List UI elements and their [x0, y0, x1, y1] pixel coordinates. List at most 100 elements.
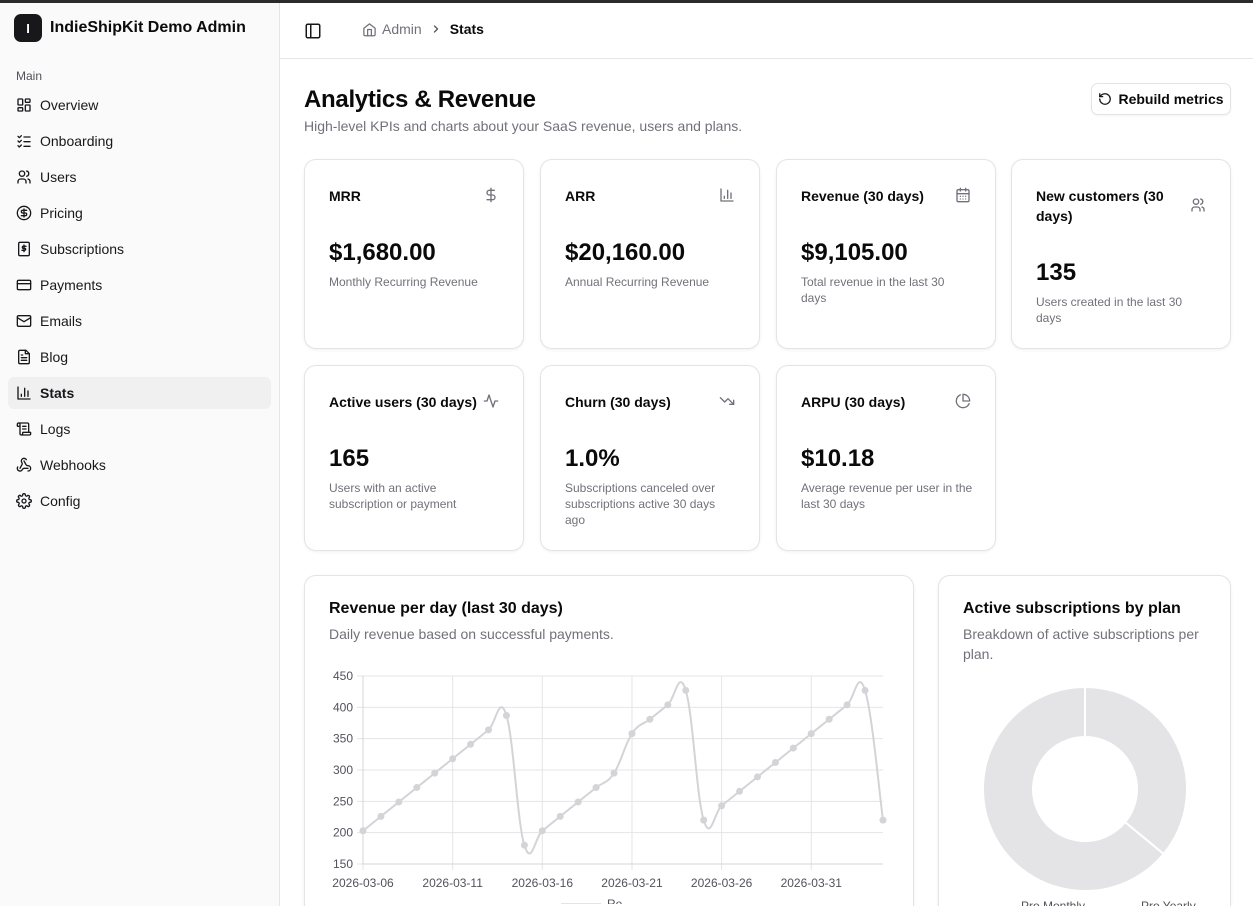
users-icon [17, 170, 31, 184]
revenue-data-point [771, 758, 779, 766]
kpi-value: $9,105.00 [801, 239, 908, 266]
sidebar-item-stats[interactable]: Stats [8, 377, 271, 409]
revenue-data-point [682, 686, 690, 694]
bar-chart-icon [17, 386, 31, 400]
sidebar-item-blog[interactable]: Blog [8, 341, 271, 373]
legend-label: Re [607, 897, 623, 904]
kpi-value: 165 [329, 445, 370, 472]
sidebar-section-label: Main [16, 69, 43, 83]
y-tick-label: 200 [333, 826, 353, 840]
window-top-border [0, 0, 1253, 3]
kpi-title: Revenue (30 days) [801, 188, 924, 204]
kpi-value: $1,680.00 [329, 239, 436, 266]
kpi-card-arpu: ARPU (30 days) $10.18 Average revenue pe… [776, 365, 996, 551]
sidebar-item-logs[interactable]: Logs [8, 413, 271, 445]
plans-chart-title: Active subscriptions by plan [963, 600, 1181, 617]
plans-donut-chart: Pro Monthly Pro Yearly [982, 685, 1196, 906]
sidebar-item-label: Onboarding [40, 133, 114, 149]
x-tick-label: 2026-03-16 [512, 876, 574, 890]
gear-icon [16, 493, 32, 509]
revenue-data-point [664, 701, 672, 709]
plans-chart-subtitle: Breakdown of active subscriptions per pl… [963, 626, 1199, 662]
kpi-card-revenue-30d: Revenue (30 days) $9,105.00 Total revenu… [776, 159, 996, 349]
kpi-card-new-customers: New customers (30 days) 135 Users create… [1011, 159, 1231, 349]
sidebar-item-label: Webhooks [40, 457, 106, 473]
sidebar-item-payments[interactable]: Payments [8, 269, 271, 301]
webhook-icon [16, 457, 32, 472]
kpi-value: $10.18 [801, 445, 875, 472]
sidebar-item-subscriptions[interactable]: Subscriptions [8, 233, 271, 265]
sidebar-item-webhooks[interactable]: Webhooks [8, 449, 271, 481]
x-tick-label: 2026-03-21 [601, 876, 663, 890]
sidebar-item-label: Overview [40, 97, 99, 113]
sidebar-item-label: Subscriptions [40, 241, 125, 257]
kpi-description: Subscriptions canceled over subscription… [565, 481, 716, 527]
legend-swatch [561, 903, 601, 904]
sidebar-item-label: Users [40, 169, 77, 185]
sidebar-item-label: Config [40, 493, 81, 509]
kpi-title: Active users (30 days) [329, 394, 477, 410]
revenue-data-point [413, 784, 421, 792]
sidebar-item-onboarding[interactable]: Onboarding [8, 125, 271, 157]
revenue-data-point [646, 715, 654, 723]
layout-dashboard-icon [17, 98, 31, 112]
revenue-data-point [736, 787, 744, 795]
sidebar-item-config[interactable]: Config [8, 485, 271, 517]
trending-down-icon [719, 397, 735, 405]
kpi-title: Churn (30 days) [565, 394, 671, 410]
kpi-card-arr: ARR $20,160.00 Annual Recurring Revenue [540, 159, 760, 349]
sidebar-item-users[interactable]: Users [8, 161, 271, 193]
revenue-data-point [753, 773, 761, 781]
donut-slice [1084, 685, 1188, 856]
kpi-description: Users with an active subscription or pay… [329, 481, 457, 511]
kpi-card-mrr: MRR $1,680.00 Monthly Recurring Revenue [304, 159, 524, 349]
sidebar-item-emails[interactable]: Emails [8, 305, 271, 337]
sidebar-item-pricing[interactable]: Pricing [8, 197, 271, 229]
revenue-chart-title: Revenue per day (last 30 days) [329, 600, 563, 617]
breadcrumb-admin-link[interactable]: Admin [382, 21, 422, 37]
revenue-data-point [485, 726, 493, 734]
legend-label: Pro Yearly [1141, 899, 1196, 906]
kpi-value: 135 [1036, 259, 1077, 286]
revenue-data-point [502, 711, 510, 719]
x-tick-label: 2026-03-26 [691, 876, 753, 890]
revenue-data-point [879, 816, 887, 824]
credit-card-icon [16, 279, 32, 291]
brand[interactable]: I IndieShipKit Demo Admin [14, 13, 246, 43]
x-tick-label: 2026-03-06 [332, 876, 394, 890]
revenue-data-point [592, 784, 600, 792]
x-tick-label: 2026-03-31 [781, 876, 843, 890]
breadcrumb-current: Stats [449, 21, 484, 37]
kpi-title: MRR [329, 188, 361, 204]
revenue-data-point [843, 701, 851, 709]
kpi-value: 1.0% [565, 445, 620, 472]
home-icon[interactable] [362, 22, 377, 37]
receipt-icon [18, 241, 30, 257]
breadcrumb: Admin Stats [362, 21, 484, 37]
dollar-icon [486, 187, 496, 203]
sidebar-item-label: Stats [40, 385, 75, 401]
rebuild-metrics-label: Rebuild metrics [1118, 91, 1224, 107]
sidebar-item-overview[interactable]: Overview [8, 89, 271, 121]
calendar-icon [956, 187, 970, 203]
revenue-data-point [610, 769, 618, 777]
sidebar-toggle-icon[interactable] [304, 22, 322, 40]
rebuild-metrics-button[interactable]: Rebuild metrics [1091, 83, 1231, 115]
revenue-chart-subtitle: Daily revenue based on successful paymen… [329, 626, 614, 642]
y-tick-label: 300 [333, 763, 353, 777]
bar-chart-icon [720, 188, 734, 202]
revenue-data-point [556, 812, 564, 820]
users-icon [1191, 198, 1205, 212]
sidebar-item-label: Emails [40, 313, 83, 329]
kpi-card-active-users: Active users (30 days) 165 Users with an… [304, 365, 524, 551]
sidebar-item-label: Logs [40, 421, 71, 437]
mail-icon [16, 315, 32, 327]
sidebar-nav: Overview Onboarding Users Pricing Subscr… [8, 89, 271, 521]
kpi-title: ARPU (30 days) [801, 394, 906, 410]
revenue-data-point [789, 744, 797, 752]
sidebar-item-label: Payments [40, 277, 103, 293]
revenue-data-point [359, 827, 367, 835]
x-tick-label: 2026-03-11 [422, 876, 483, 890]
revenue-data-point [431, 769, 439, 777]
revenue-data-point [628, 730, 636, 738]
